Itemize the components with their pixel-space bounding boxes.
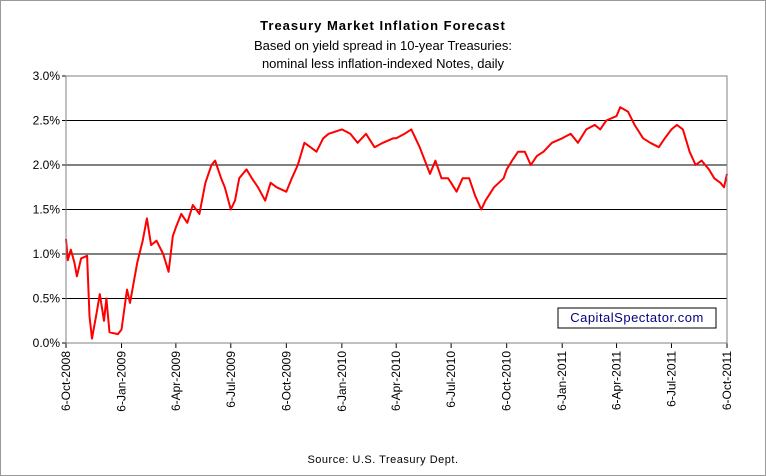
chart-title: Treasury Market Inflation Forecast — [260, 18, 506, 33]
x-tick-label: 6-Jan-2011 — [555, 351, 569, 411]
x-tick-label: 6-Apr-2009 — [169, 351, 183, 411]
plot-border — [65, 75, 728, 344]
x-tick-label: 6-Jan-2010 — [335, 351, 349, 412]
x-tick-label: 6-Apr-2011 — [610, 351, 624, 410]
y-tick-label: 0.5% — [33, 292, 61, 306]
y-tick-label: 3.0% — [33, 69, 61, 83]
x-tick-label: 6-Jul-2010 — [444, 351, 458, 408]
annotation: CapitalSpectator.com — [570, 310, 704, 325]
annotation-box — [557, 307, 717, 329]
x-tick-label: 6-Oct-2011 — [720, 351, 734, 410]
x-tick-label: 6-Jul-2011 — [664, 351, 678, 407]
chart-subtitle: nominal less inflation-indexed Notes, da… — [262, 56, 505, 71]
data-line — [65, 106, 728, 340]
y-tick-label: 0.0% — [33, 336, 61, 350]
source-note: Source: U.S. Treasury Dept. — [307, 454, 458, 466]
x-tick-label: 6-Oct-2010 — [500, 351, 514, 411]
x-tick-label: 6-Oct-2008 — [59, 351, 73, 411]
y-tick-label: 2.5% — [33, 114, 61, 128]
x-tick-label: 6-Jul-2009 — [224, 351, 238, 408]
y-tick-label: 1.0% — [33, 247, 61, 261]
x-tick-label: 6-Oct-2009 — [279, 351, 293, 411]
x-tick-label: 6-Apr-2010 — [389, 351, 403, 411]
chart-subtitle: Based on yield spread in 10-year Treasur… — [254, 38, 512, 53]
x-tick-label: 6-Jan-2009 — [115, 351, 129, 412]
y-tick-label: 2.0% — [33, 158, 61, 172]
y-tick-label: 1.5% — [33, 203, 61, 217]
